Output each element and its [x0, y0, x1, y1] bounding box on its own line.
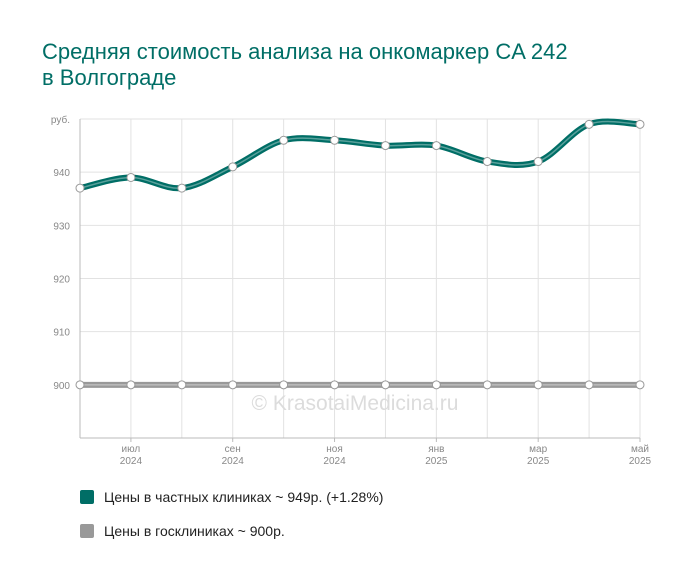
y-tick-label: руб. — [51, 114, 70, 126]
series-line — [79, 118, 641, 192]
point — [279, 380, 289, 390]
point — [75, 380, 85, 390]
point — [533, 157, 543, 167]
point — [482, 157, 492, 167]
point — [380, 380, 390, 390]
legend-swatch — [80, 490, 94, 504]
x-tick-label: янв 2025 — [425, 444, 448, 467]
chart-title: Средняя стоимость анализа на онкомаркер … — [42, 39, 568, 90]
point — [330, 380, 340, 390]
plot: 900 910 920 930 940 руб. июл 2024 сен 2024 ноя 2024… — [51, 114, 652, 467]
x-tick-label: июл 2024 — [120, 444, 143, 467]
point — [126, 380, 136, 390]
point — [431, 380, 441, 390]
point — [75, 183, 85, 193]
point — [482, 380, 492, 390]
watermark: © KrasotaiMedicina.ru — [252, 392, 459, 415]
point — [228, 162, 238, 172]
legend-label: Цены в частных клиниках ~ 949р. (+1.28%) — [104, 489, 383, 505]
y-tick-label: 940 — [53, 168, 70, 179]
x-tick-label: мар 2025 — [527, 444, 550, 467]
series-line-highlight — [79, 120, 641, 189]
point — [584, 380, 594, 390]
point — [177, 380, 187, 390]
point — [431, 141, 441, 151]
y-tick-label: 920 — [53, 275, 70, 286]
y-tick-label: 930 — [53, 221, 70, 232]
point — [126, 172, 136, 182]
point — [177, 183, 187, 193]
y-tick-label: 910 — [53, 328, 70, 339]
point — [635, 119, 645, 129]
point — [380, 141, 390, 151]
point — [635, 380, 645, 390]
legend-label: Цены в госклиниках ~ 900р. — [104, 523, 285, 539]
legend-swatch — [80, 524, 94, 538]
point — [279, 135, 289, 145]
point — [584, 119, 594, 129]
y-tick-label: 900 — [53, 381, 70, 392]
x-tick-label: ноя 2024 — [323, 444, 346, 467]
point — [533, 380, 543, 390]
point — [228, 380, 238, 390]
x-tick-label: сен 2024 — [222, 444, 245, 467]
point — [330, 135, 340, 145]
x-tick-label: май 2025 — [629, 444, 652, 467]
